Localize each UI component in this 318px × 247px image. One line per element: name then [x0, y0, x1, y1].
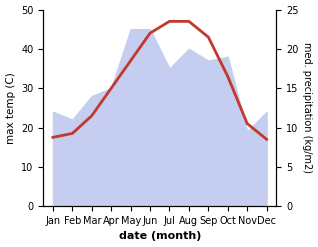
Y-axis label: med. precipitation (kg/m2): med. precipitation (kg/m2) — [302, 42, 313, 173]
Y-axis label: max temp (C): max temp (C) — [5, 72, 16, 144]
X-axis label: date (month): date (month) — [119, 231, 201, 242]
